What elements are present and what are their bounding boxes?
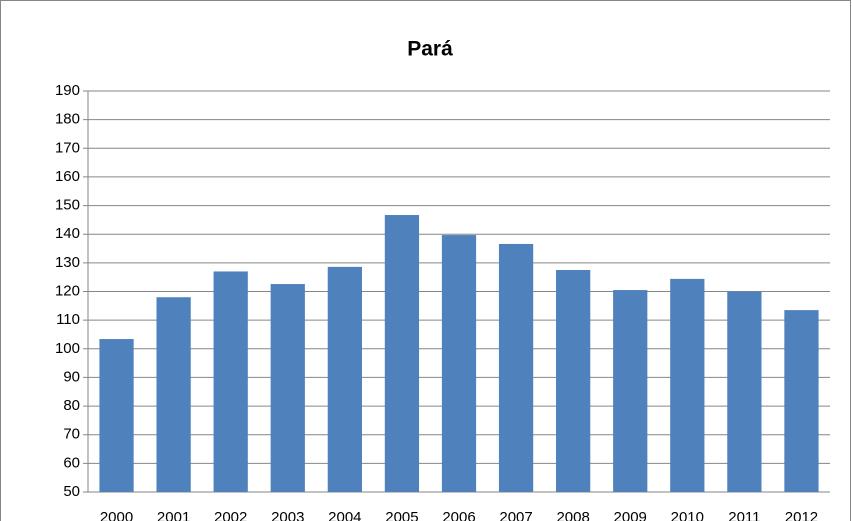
bar [384, 215, 420, 493]
bar [498, 243, 534, 492]
x-tick-label: 2001 [157, 509, 190, 521]
y-tick-label: 160 [55, 168, 80, 185]
y-tick-label: 140 [55, 225, 80, 242]
x-tick-label: 2010 [671, 509, 704, 521]
y-tick-label: 50 [63, 483, 80, 500]
x-tick-label: 2004 [328, 509, 361, 521]
x-tick-label: 2011 [728, 509, 760, 521]
bar [213, 271, 248, 492]
bar [670, 278, 705, 492]
bar [556, 270, 591, 492]
x-tick-label: 2008 [556, 509, 589, 521]
y-tick-label: 170 [55, 139, 80, 156]
chart-title: Pará [407, 38, 453, 61]
x-tick-label: 2007 [499, 509, 532, 521]
bar [613, 290, 648, 492]
y-tick-label: 70 [63, 426, 80, 443]
x-tick-label: 2012 [785, 509, 818, 521]
y-tick-label: 100 [55, 340, 80, 357]
bar [156, 297, 191, 492]
x-tick-label: 2002 [214, 509, 247, 521]
x-tick-label: 2006 [442, 509, 475, 521]
x-tick-label: 2000 [100, 509, 133, 521]
y-tick-label: 110 [56, 311, 80, 328]
y-tick-label: 130 [55, 254, 80, 271]
bar [727, 291, 762, 492]
bar [784, 310, 819, 492]
x-tick-label: 2003 [271, 509, 304, 521]
y-tick-label: 80 [63, 397, 80, 414]
bar [441, 235, 477, 492]
y-tick-label: 60 [63, 454, 80, 471]
y-tick-label: 190 [55, 82, 80, 99]
y-tick-label: 150 [55, 197, 80, 214]
x-tick-label: 2005 [385, 509, 418, 521]
x-tick-label: 2009 [614, 509, 647, 521]
bar [270, 284, 305, 492]
y-tick-label: 90 [63, 368, 80, 385]
bar [327, 266, 362, 492]
y-tick-label: 120 [55, 282, 80, 299]
y-tick-label: 180 [55, 111, 80, 128]
bar [99, 339, 134, 492]
